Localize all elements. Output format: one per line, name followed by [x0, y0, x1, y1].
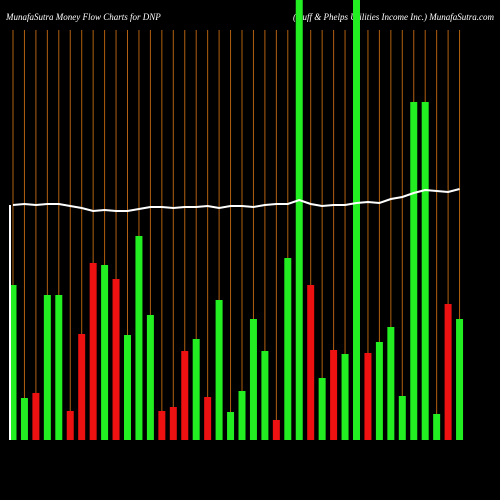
- bar: [204, 397, 212, 440]
- price-line: [12, 188, 460, 213]
- plot-area: [9, 0, 464, 440]
- bar: [456, 319, 464, 440]
- bar: [66, 411, 74, 440]
- bar: [9, 285, 17, 440]
- bar: [227, 412, 235, 440]
- bar: [421, 102, 429, 440]
- bar: [444, 304, 452, 440]
- bar: [55, 295, 63, 440]
- bar: [433, 414, 441, 440]
- bar: [261, 351, 269, 440]
- bar: [387, 327, 395, 440]
- bar: [32, 393, 40, 440]
- bar: [124, 335, 131, 440]
- bar: [375, 342, 383, 440]
- bar: [284, 258, 292, 440]
- bar: [330, 350, 338, 440]
- bar: [295, 0, 303, 440]
- bar: [78, 334, 86, 440]
- bar: [353, 0, 360, 440]
- chart-subtitle: (Duff & Phelps Utilities Income Inc.) Mu…: [293, 12, 494, 22]
- bar: [146, 315, 154, 440]
- chart-title: MunafaSutra Money Flow Charts for DNP: [5, 12, 161, 22]
- bar: [89, 263, 97, 440]
- bar: [20, 398, 28, 440]
- bar: [307, 285, 315, 440]
- bar: [158, 411, 166, 440]
- bar: [272, 420, 280, 440]
- bar: [192, 339, 200, 440]
- bar: [364, 353, 372, 440]
- bar: [43, 295, 51, 440]
- bar: [318, 378, 326, 440]
- bar: [341, 354, 349, 440]
- bar: [181, 351, 189, 440]
- bar: [135, 236, 143, 440]
- bar: [238, 391, 246, 440]
- bar: [398, 396, 406, 440]
- bar: [215, 300, 223, 440]
- bar: [101, 265, 109, 440]
- bar: [249, 319, 257, 440]
- bar: [410, 102, 418, 440]
- bar: [169, 407, 177, 440]
- bar: [112, 279, 120, 440]
